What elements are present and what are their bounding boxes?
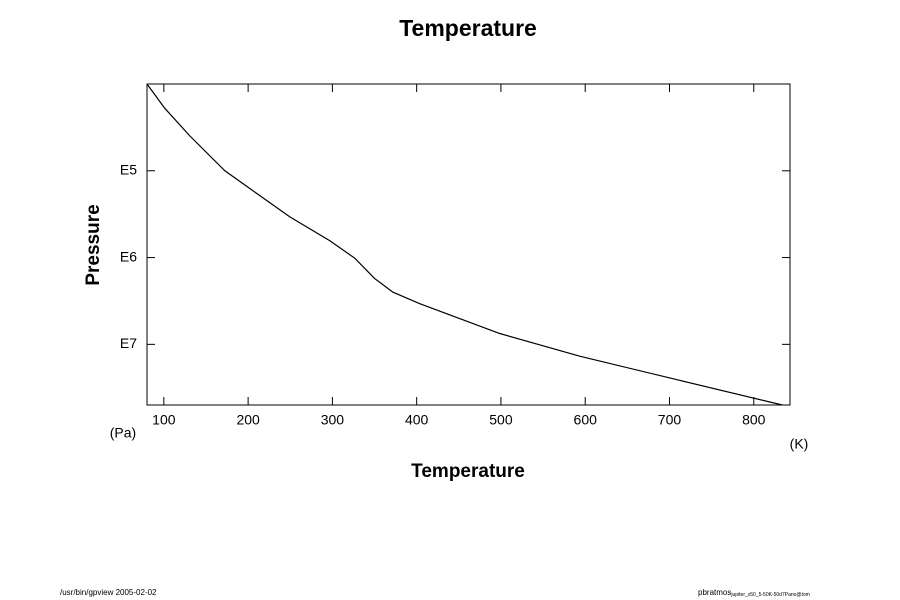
x-tick-label: 800 [742,412,766,428]
x-tick-label: 300 [321,412,345,428]
footer-right-main: pbratmos [698,588,731,597]
x-axis-label: Temperature [411,461,525,482]
y-tick-label: E5 [120,161,137,177]
footer-right: pbratmosjupiter_x50_5-50K-50d7Pano@tom [698,588,810,598]
x-unit: (K) [790,436,809,452]
footer-left: /usr/bin/gpview 2005-02-02 [60,588,157,597]
y-unit: (Pa) [110,425,136,441]
x-tick-label: 500 [489,412,513,428]
y-tick-label: E7 [120,335,137,351]
x-tick-label: 100 [152,412,176,428]
x-tick-label: 600 [574,412,598,428]
y-axis-label: Pressure [83,204,104,285]
x-tick-label: 200 [236,412,260,428]
y-tick-label: E6 [120,248,137,264]
footer-right-sub: jupiter_x50_5-50K-50d7Pano@tom [730,592,809,598]
temperature-line [146,83,783,406]
plot-frame [146,83,791,406]
x-tick-label: 400 [405,412,429,428]
chart-title: Temperature [399,15,537,41]
x-tick-label: 700 [658,412,682,428]
